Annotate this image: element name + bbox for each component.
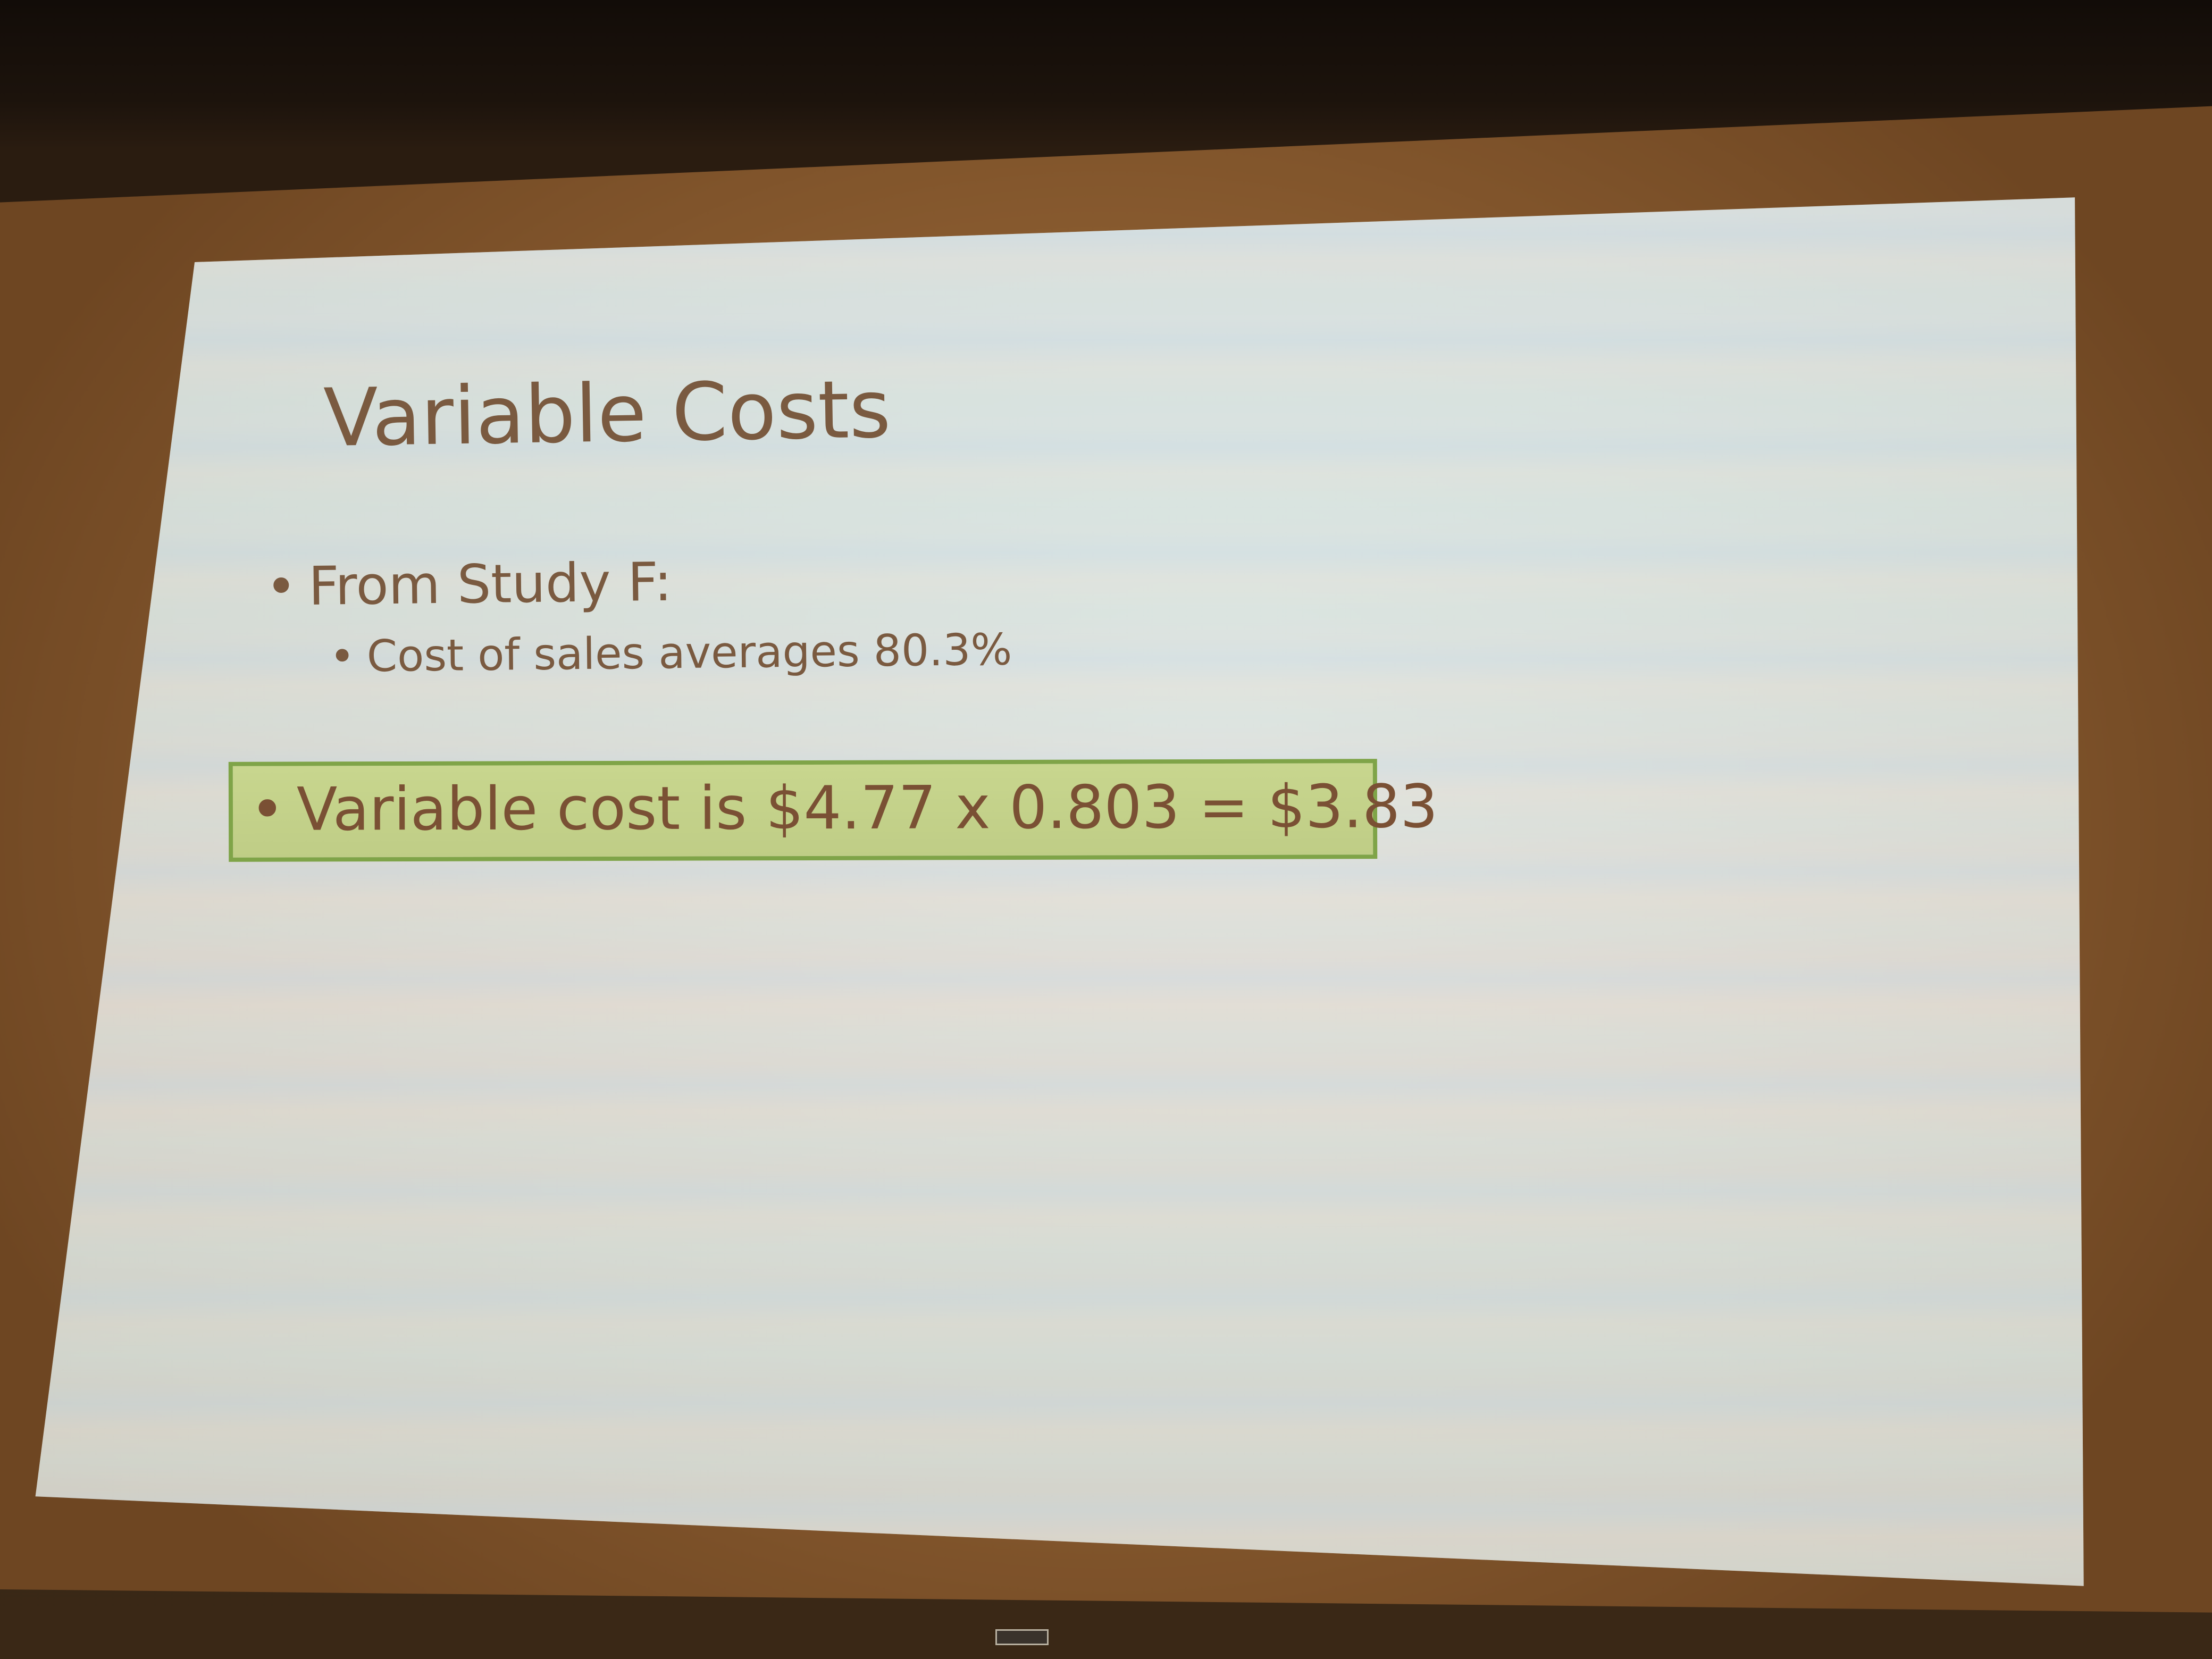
bullet-dot: • xyxy=(249,775,286,844)
highlighted-bullet: • Variable cost is $4.77 x 0.803 = $3.83 xyxy=(250,772,1438,844)
screen-brand-plate xyxy=(995,1629,1049,1645)
bullet-dot: • xyxy=(329,631,356,682)
bullet-text: From Study F: xyxy=(308,550,673,618)
bullet-text: Cost of sales averages 80.3% xyxy=(366,624,1012,682)
highlighted-bullet-text: Variable cost is $4.77 x 0.803 = $3.83 xyxy=(296,772,1438,844)
slide-title: Variable Costs xyxy=(323,363,892,465)
bullet-level-2: • Cost of sales averages 80.3% xyxy=(329,625,1012,682)
bullet-dot: • xyxy=(265,555,297,618)
bullet-level-1: • From Study F: xyxy=(265,551,673,618)
